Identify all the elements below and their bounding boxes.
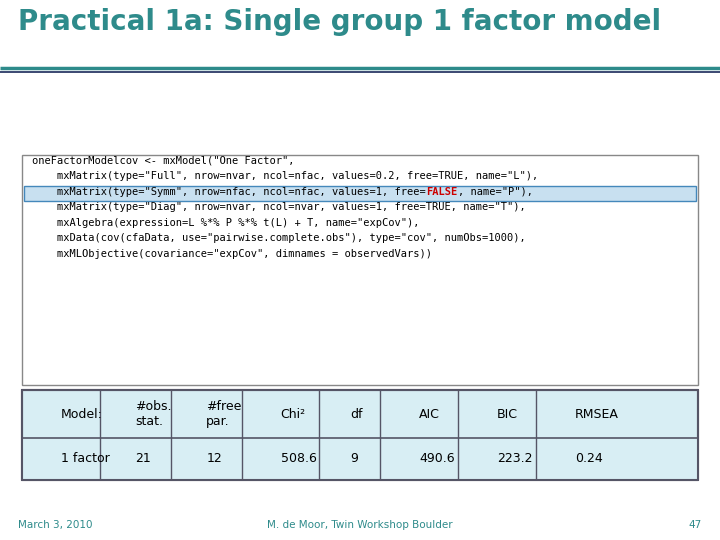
Text: 223.2: 223.2	[497, 453, 532, 465]
Text: 12: 12	[206, 453, 222, 465]
Text: BIC: BIC	[497, 408, 518, 421]
Text: 21: 21	[135, 453, 151, 465]
Text: M. de Moor, Twin Workshop Boulder: M. de Moor, Twin Workshop Boulder	[267, 520, 453, 530]
Text: mxMatrix(type="Diag", nrow=nvar, ncol=nvar, values=1, free=TRUE, name="T"),: mxMatrix(type="Diag", nrow=nvar, ncol=nv…	[32, 202, 526, 212]
Text: , name="P"),: , name="P"),	[458, 187, 533, 197]
Text: mxMatrix(type="Symm", nrow=nfac, ncol=nfac, values=1, free=: mxMatrix(type="Symm", nrow=nfac, ncol=nf…	[32, 187, 426, 197]
Text: Practical 1a: Single group 1 factor model: Practical 1a: Single group 1 factor mode…	[18, 8, 661, 36]
Text: oneFactorModelcov <- mxModel("One Factor",: oneFactorModelcov <- mxModel("One Factor…	[32, 156, 294, 166]
Text: mxData(cov(cfaData, use="pairwise.complete.obs"), type="cov", numObs=1000),: mxData(cov(cfaData, use="pairwise.comple…	[32, 233, 526, 244]
Text: 0.24: 0.24	[575, 453, 603, 465]
Text: 9: 9	[350, 453, 358, 465]
Text: RMSEA: RMSEA	[575, 408, 618, 421]
Text: FALSE: FALSE	[426, 187, 458, 197]
Text: mxAlgebra(expression=L %*% P %*% t(L) + T, name="expCov"),: mxAlgebra(expression=L %*% P %*% t(L) + …	[32, 218, 420, 228]
Text: AIC: AIC	[419, 408, 440, 421]
Text: 490.6: 490.6	[419, 453, 455, 465]
Bar	[22, 438, 698, 480]
Text: 47: 47	[689, 520, 702, 530]
Text: March 3, 2010: March 3, 2010	[18, 520, 92, 530]
Text: Model:: Model:	[61, 408, 103, 421]
Bar	[24, 186, 696, 201]
Bar	[22, 155, 698, 385]
Text: #obs.
stat.: #obs. stat.	[135, 400, 172, 428]
Text: mxMLObjective(covariance="expCov", dimnames = observedVars)): mxMLObjective(covariance="expCov", dimna…	[32, 249, 432, 259]
Text: 1 factor: 1 factor	[61, 453, 109, 465]
Text: #free
par.: #free par.	[206, 400, 242, 428]
Text: mxMatrix(type="Full", nrow=nvar, ncol=nfac, values=0.2, free=TRUE, name="L"),: mxMatrix(type="Full", nrow=nvar, ncol=nf…	[32, 171, 539, 181]
Bar	[22, 390, 698, 480]
Text: df: df	[350, 408, 362, 421]
Text: Chi²: Chi²	[281, 408, 306, 421]
Text: 508.6: 508.6	[281, 453, 317, 465]
